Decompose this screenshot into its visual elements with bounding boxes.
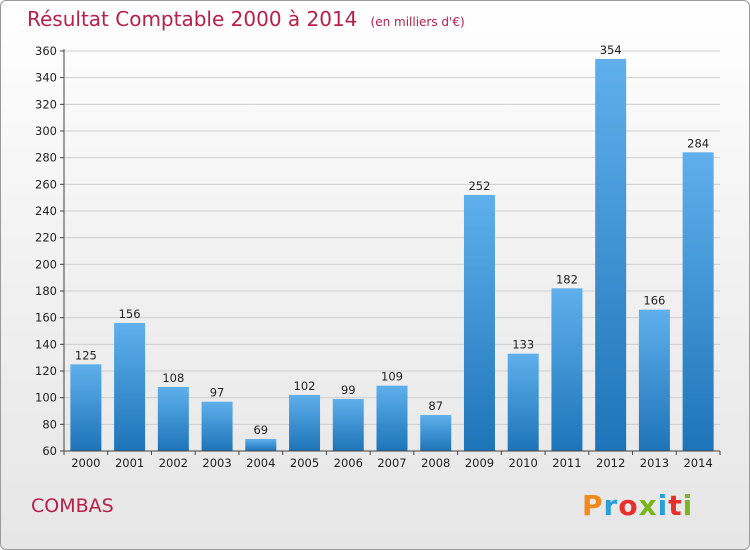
x-tick-label: 2006 xyxy=(334,456,363,470)
y-tick-label: 140 xyxy=(35,337,57,351)
y-tick-label: 60 xyxy=(42,444,57,458)
data-label: 99 xyxy=(341,383,356,397)
x-tick-label: 2000 xyxy=(71,456,100,470)
data-label: 156 xyxy=(119,307,141,321)
bar[interactable] xyxy=(638,309,670,451)
bar[interactable] xyxy=(289,395,321,451)
x-tick-label: 2008 xyxy=(421,456,450,470)
x-tick-label: 2005 xyxy=(290,456,319,470)
x-tick-label: 2004 xyxy=(246,456,275,470)
x-tick-label: 2001 xyxy=(115,456,144,470)
chart-subtitle: (en milliers d'€) xyxy=(370,15,465,29)
x-tick-label: 2007 xyxy=(377,456,406,470)
logo-letter: i xyxy=(657,489,669,522)
y-tick-label: 340 xyxy=(35,71,57,85)
logo-letter: t xyxy=(668,489,683,522)
y-tick-label: 80 xyxy=(42,417,57,431)
x-tick-label: 2003 xyxy=(202,456,231,470)
bar[interactable] xyxy=(376,385,408,451)
data-label: 87 xyxy=(428,399,443,413)
proxiti-logo[interactable]: Proxiti xyxy=(582,489,693,522)
bar[interactable] xyxy=(682,152,714,452)
y-tick-label: 200 xyxy=(35,257,57,271)
bar[interactable] xyxy=(420,415,452,451)
x-tick-label: 2002 xyxy=(159,456,188,470)
logo-letter: i xyxy=(682,489,694,522)
y-tick-label: 180 xyxy=(35,284,57,298)
commune-name: COMBAS xyxy=(31,495,114,517)
y-tick-label: 260 xyxy=(35,177,57,191)
y-tick-label: 300 xyxy=(35,124,57,138)
data-label: 108 xyxy=(162,371,184,385)
bar[interactable] xyxy=(332,399,364,451)
logo-letter: P xyxy=(582,489,604,522)
y-tick-label: 160 xyxy=(35,311,57,325)
y-tick-label: 320 xyxy=(35,97,57,111)
logo-letter: r xyxy=(603,489,619,522)
y-tick-label: 220 xyxy=(35,231,57,245)
bar[interactable] xyxy=(595,59,627,451)
data-label: 284 xyxy=(687,136,709,150)
bar[interactable] xyxy=(551,288,583,451)
data-label: 109 xyxy=(381,370,403,384)
x-tick-label: 2009 xyxy=(465,456,494,470)
y-tick-label: 280 xyxy=(35,151,57,165)
bar[interactable] xyxy=(463,195,495,451)
bar[interactable] xyxy=(114,323,146,451)
data-label: 354 xyxy=(600,43,622,57)
bar[interactable] xyxy=(507,353,539,451)
bar[interactable] xyxy=(201,401,233,451)
x-tick-label: 2012 xyxy=(596,456,625,470)
y-tick-label: 120 xyxy=(35,364,57,378)
logo-letter: o xyxy=(618,489,639,522)
data-label: 252 xyxy=(468,179,490,193)
chart-title-block: Résultat Comptable 2000 à 2014 (en milli… xyxy=(27,7,465,31)
logo-letter: x xyxy=(638,489,658,522)
x-tick-label: 2010 xyxy=(509,456,538,470)
x-tick-label: 2013 xyxy=(640,456,669,470)
data-label: 125 xyxy=(75,348,97,362)
bar[interactable] xyxy=(157,387,189,451)
data-label: 69 xyxy=(253,423,268,437)
data-label: 97 xyxy=(210,386,225,400)
data-label: 166 xyxy=(643,294,665,308)
y-tick-label: 100 xyxy=(35,391,57,405)
y-tick-label: 240 xyxy=(35,204,57,218)
x-tick-label: 2011 xyxy=(552,456,581,470)
data-label: 133 xyxy=(512,338,534,352)
x-tick-label: 2014 xyxy=(683,456,712,470)
bar[interactable] xyxy=(245,439,277,451)
bar[interactable] xyxy=(70,364,102,451)
data-label: 102 xyxy=(294,379,316,393)
data-label: 182 xyxy=(556,272,578,286)
chart-title: Résultat Comptable 2000 à 2014 xyxy=(27,7,358,31)
y-tick-label: 360 xyxy=(35,44,57,58)
